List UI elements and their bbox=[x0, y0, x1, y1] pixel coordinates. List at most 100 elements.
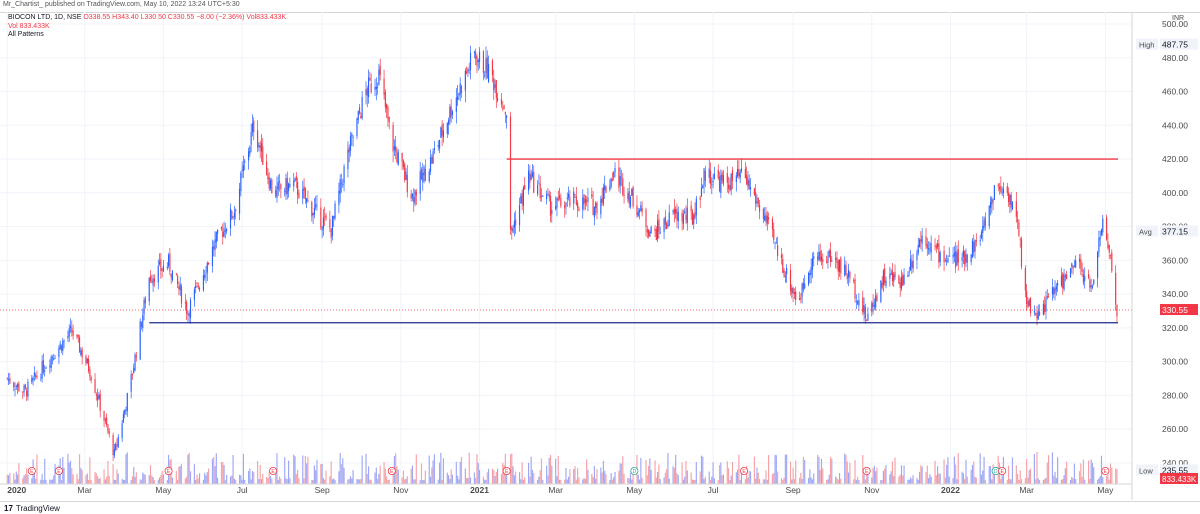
candle-body bbox=[708, 168, 710, 178]
candle-body bbox=[460, 86, 463, 93]
volume-bar bbox=[538, 476, 540, 484]
volume-bar bbox=[813, 473, 815, 484]
volume-bar bbox=[97, 475, 99, 484]
volume-bar bbox=[875, 471, 877, 484]
candle-body bbox=[338, 190, 340, 206]
candle-body bbox=[610, 177, 612, 187]
volume-bar bbox=[244, 479, 246, 484]
volume-bar bbox=[646, 475, 648, 484]
candle-body bbox=[197, 285, 199, 288]
last-volume-bg bbox=[1160, 473, 1198, 484]
candle-body bbox=[1054, 288, 1056, 294]
candle-body bbox=[320, 207, 322, 228]
candle-body bbox=[793, 292, 795, 294]
candle-body bbox=[1010, 194, 1012, 208]
volume-bar bbox=[863, 474, 865, 484]
volume-bar bbox=[700, 455, 703, 484]
volume-bar bbox=[233, 478, 235, 484]
candle-body bbox=[223, 228, 225, 237]
volume-bar bbox=[845, 454, 847, 484]
volume-bar bbox=[134, 477, 136, 484]
candle-body bbox=[1081, 268, 1083, 273]
candle-body bbox=[130, 374, 132, 392]
candle-body bbox=[343, 166, 345, 184]
candle-body bbox=[813, 256, 815, 259]
candle-body bbox=[502, 108, 504, 110]
volume-bar bbox=[288, 460, 290, 484]
candle-body bbox=[168, 255, 170, 267]
price-tick-label: 240.00 bbox=[1162, 458, 1188, 468]
volume-bar bbox=[152, 477, 154, 484]
volume-bar bbox=[641, 478, 643, 484]
candle-body bbox=[260, 143, 263, 152]
volume-bar bbox=[90, 479, 92, 484]
volume-bar bbox=[68, 462, 70, 484]
candle-body bbox=[970, 254, 972, 262]
candle-body bbox=[383, 78, 385, 95]
volume-bar bbox=[540, 458, 543, 484]
volume-bar bbox=[198, 473, 201, 484]
volume-bar bbox=[747, 477, 749, 484]
candle-body bbox=[449, 106, 451, 122]
candle-body bbox=[135, 355, 137, 358]
candle-body bbox=[795, 291, 797, 301]
volume-bar bbox=[404, 479, 406, 484]
candle-body bbox=[8, 379, 10, 381]
candle-body bbox=[1055, 286, 1057, 291]
volume-bar bbox=[284, 457, 286, 484]
candle-body bbox=[694, 212, 696, 219]
candle-body bbox=[628, 191, 630, 205]
volume-bar bbox=[184, 478, 186, 484]
candle-body bbox=[1091, 285, 1094, 288]
time-axis: 2020 Mar May Jul Sep Nov 2021 Mar May Jul Sep Nov 20… bbox=[0, 483, 1132, 495]
candle-body bbox=[548, 194, 550, 198]
volume-bar bbox=[971, 464, 974, 484]
candle-body bbox=[542, 195, 544, 197]
event-marker-label: E bbox=[865, 469, 869, 475]
candle-body bbox=[339, 179, 341, 194]
volume-bar bbox=[433, 454, 435, 484]
candle-body bbox=[347, 149, 349, 170]
candle-body bbox=[657, 220, 659, 239]
volume-bar bbox=[600, 467, 602, 484]
candle-body bbox=[312, 212, 314, 216]
volume-bar bbox=[903, 465, 905, 484]
candle-body bbox=[569, 196, 571, 206]
volume-bar bbox=[116, 469, 118, 484]
volume-bar bbox=[386, 476, 388, 484]
volume-bar bbox=[881, 479, 883, 484]
volume-bar bbox=[27, 474, 29, 484]
candle-body bbox=[213, 246, 215, 250]
time-tick-label: Mar bbox=[77, 485, 92, 495]
volume-bar bbox=[455, 461, 457, 484]
candle-body bbox=[117, 437, 119, 448]
candle-body bbox=[62, 340, 64, 351]
candle-body bbox=[768, 217, 770, 220]
candle-body bbox=[549, 196, 552, 216]
candle-body bbox=[838, 259, 841, 272]
candle-body bbox=[288, 183, 290, 192]
volume-bar bbox=[80, 467, 82, 484]
candle-body bbox=[233, 212, 235, 218]
time-tick-label: 2021 bbox=[470, 485, 489, 495]
trend-lines[interactable] bbox=[0, 158, 1132, 324]
candle-body bbox=[928, 248, 930, 250]
volume-bar bbox=[894, 457, 896, 484]
candle-body bbox=[42, 359, 44, 373]
candle-body bbox=[638, 209, 641, 213]
candle-body bbox=[1017, 219, 1019, 222]
candle-body bbox=[673, 208, 675, 214]
volume-bar bbox=[808, 477, 810, 484]
candle-body bbox=[1115, 272, 1117, 305]
tradingview-logo[interactable]: 17 TradingView bbox=[4, 504, 60, 513]
volume-bar bbox=[557, 456, 559, 484]
volume-bar bbox=[537, 479, 539, 484]
candle-body bbox=[420, 169, 423, 180]
volume-bar bbox=[935, 475, 937, 484]
volume-bar bbox=[699, 471, 701, 484]
volume-bar bbox=[17, 474, 19, 484]
volume-bar bbox=[395, 453, 397, 484]
candle-body bbox=[351, 133, 353, 137]
